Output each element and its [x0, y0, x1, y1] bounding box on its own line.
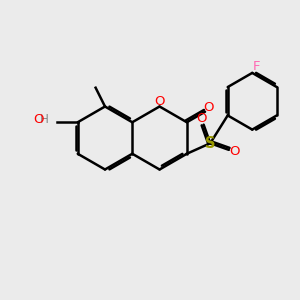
Text: S: S [205, 136, 215, 151]
Text: O: O [203, 101, 214, 114]
Text: O: O [34, 113, 49, 126]
Text: O: O [230, 145, 240, 158]
Text: O: O [154, 94, 165, 108]
Text: O: O [196, 112, 206, 125]
Text: H: H [40, 113, 49, 126]
Text: F: F [253, 60, 260, 74]
